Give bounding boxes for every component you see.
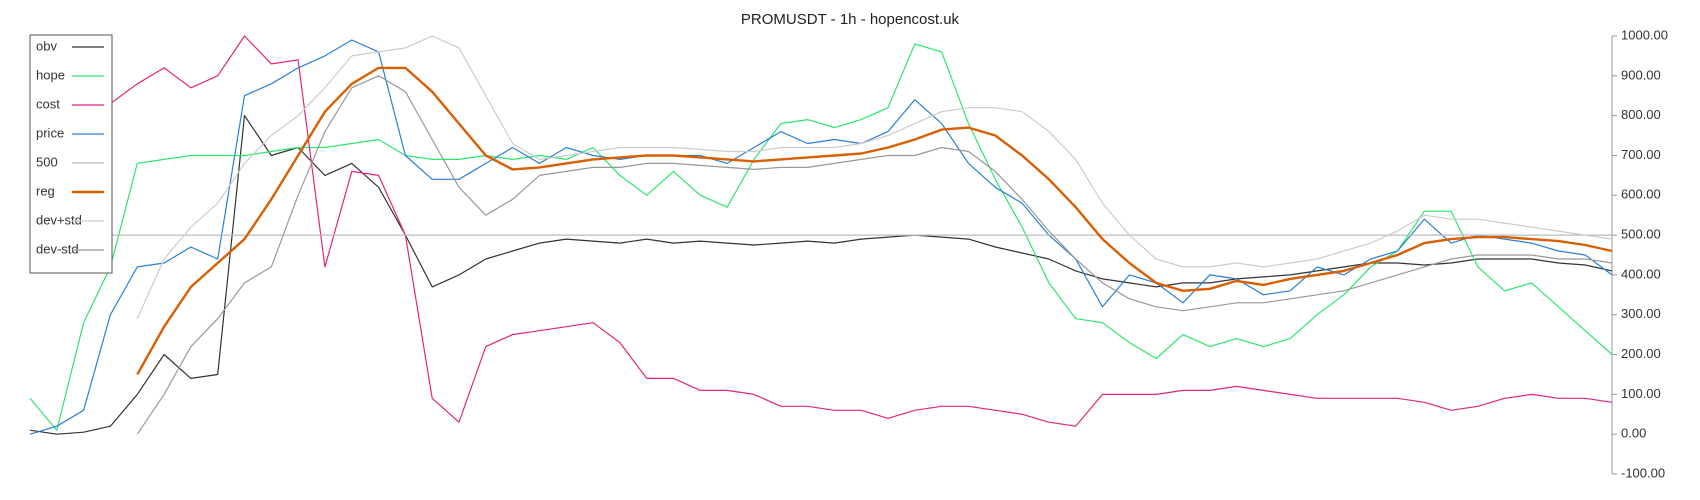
y-tick-label: 600.00 <box>1621 187 1661 202</box>
legend-box <box>29 34 113 274</box>
series-line <box>110 35 1613 427</box>
y-tick-label: 200.00 <box>1621 346 1661 361</box>
y-tick-label: 500.00 <box>1621 227 1661 242</box>
legend-label: price <box>36 125 64 140</box>
series-line <box>136 75 1613 435</box>
legend-label: hope <box>36 67 65 82</box>
series-line <box>29 115 1613 435</box>
legend-label: dev-std <box>36 241 79 256</box>
legend-label: reg <box>36 183 55 198</box>
legend-label: obv <box>36 38 57 53</box>
y-tick-label: 900.00 <box>1621 67 1661 82</box>
series-line <box>29 39 1613 435</box>
y-tick-label: 700.00 <box>1621 147 1661 162</box>
y-tick-label: -100.00 <box>1621 465 1665 480</box>
series-line <box>29 43 1613 431</box>
y-tick-label: 0.00 <box>1621 426 1646 441</box>
y-tick-label: 1000.00 <box>1621 27 1668 42</box>
y-tick-label: 100.00 <box>1621 386 1661 401</box>
y-tick-label: 400.00 <box>1621 266 1661 281</box>
legend-label: cost <box>36 96 60 111</box>
legend-label: 500 <box>36 154 58 169</box>
y-tick-label: 800.00 <box>1621 107 1661 122</box>
series-line <box>136 66 1613 376</box>
legend-label: dev+std <box>36 212 82 227</box>
series-line <box>136 35 1613 319</box>
y-tick-label: 300.00 <box>1621 306 1661 321</box>
chart-title: PROMUSDT - 1h - hopencost.uk <box>741 11 960 28</box>
